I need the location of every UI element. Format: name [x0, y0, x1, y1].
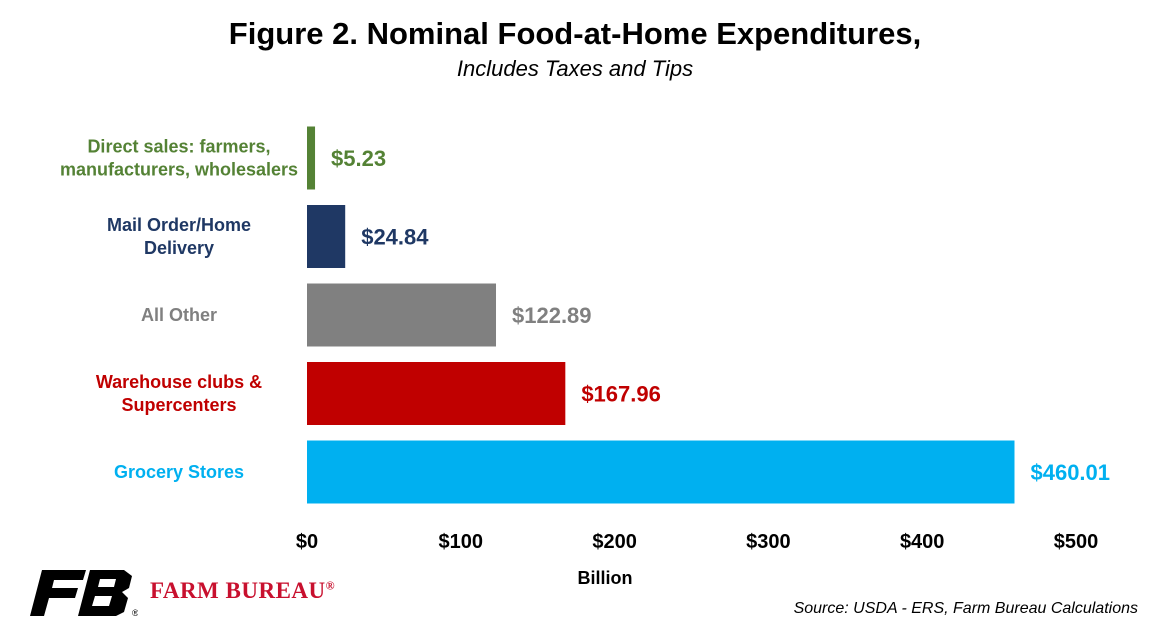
category-label-line: manufacturers, wholesalers	[60, 160, 298, 180]
category-label-4: Grocery Stores	[114, 462, 244, 482]
category-label-2: All Other	[141, 305, 217, 325]
category-label-line: Mail Order/Home	[107, 215, 251, 235]
x-axis-label: Billion	[578, 568, 633, 588]
value-label-2: $122.89	[512, 303, 592, 328]
value-label-4: $460.01	[1030, 460, 1110, 485]
logo-text: FARM BUREAU®	[150, 578, 335, 604]
category-label-line: Supercenters	[121, 395, 236, 415]
chart-subtitle: Includes Taxes and Tips	[456, 56, 694, 81]
x-tick-label-1: $100	[439, 531, 484, 553]
bar-2	[307, 283, 497, 347]
x-tick-label-4: $400	[900, 531, 945, 553]
category-label-1: Mail Order/Home Delivery	[107, 215, 251, 258]
category-label-line: Delivery	[144, 238, 214, 258]
category-label-3: Warehouse clubs & Supercenters	[96, 372, 262, 415]
registered-mark-icon: ®	[132, 608, 138, 618]
bar-4	[307, 440, 1015, 504]
category-label-line: Direct sales: farmers,	[87, 137, 270, 157]
source-note: Source: USDA - ERS, Farm Bureau Calculat…	[793, 600, 1138, 617]
category-label-0: Direct sales: farmers, manufacturers, who…	[60, 137, 298, 180]
x-tick-label-0: $0	[296, 531, 318, 553]
bar-3	[307, 362, 566, 425]
category-label-line: Warehouse clubs &	[96, 372, 262, 392]
category-label-line: Grocery Stores	[114, 462, 244, 482]
category-label-line: All Other	[141, 305, 217, 325]
logo-name: FARM BUREAU	[150, 578, 326, 603]
bar-1	[307, 205, 346, 268]
x-tick-label-2: $200	[592, 531, 637, 553]
x-tick-label-3: $300	[746, 531, 791, 553]
value-label-3: $167.96	[581, 382, 661, 407]
value-label-0: $5.23	[331, 146, 386, 171]
farm-bureau-logo: ® FARM BUREAU®	[28, 568, 358, 618]
chart-title: Figure 2. Nominal Food-at-Home Expenditu…	[228, 16, 922, 51]
farm-bureau-fb-logo-icon: ®	[30, 570, 139, 618]
value-label-1: $24.84	[361, 225, 429, 250]
x-tick-label-5: $500	[1054, 531, 1099, 553]
logo-registered: ®	[325, 578, 336, 593]
bar-0	[307, 126, 316, 190]
